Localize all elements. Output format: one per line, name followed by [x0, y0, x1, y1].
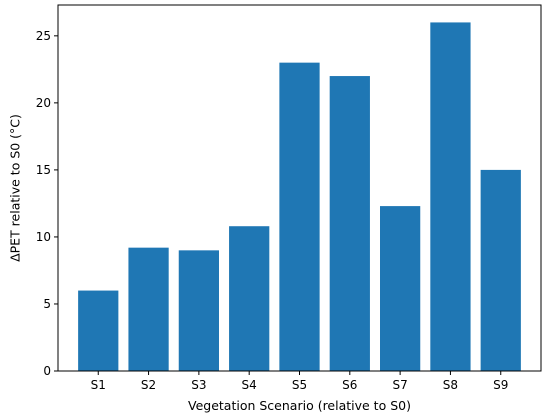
x-tick-label: S1 — [91, 378, 106, 392]
bar-s7 — [380, 206, 421, 371]
bar-s5 — [279, 62, 320, 372]
x-tick-label: S5 — [292, 378, 307, 392]
y-tick-label: 25 — [36, 29, 51, 43]
x-tick-label: S4 — [242, 378, 257, 392]
bar-s2 — [128, 247, 169, 371]
y-tick-label: 20 — [36, 96, 51, 110]
plot-frame — [57, 4, 542, 372]
y-tick-label: 10 — [36, 230, 51, 244]
x-tick-label: S2 — [141, 378, 156, 392]
y-axis-title: ΔPET relative to S0 (°C) — [8, 114, 23, 262]
x-axis: S1 S2 S3 S4 S5 S6 S7 S8 S9 — [91, 371, 508, 392]
x-axis-title: Vegetation Scenario (relative to S0) — [188, 398, 411, 413]
bar-s6 — [329, 76, 370, 372]
y-tick-label: 0 — [43, 364, 51, 378]
bars-group — [78, 22, 521, 372]
bar-s4 — [229, 226, 270, 371]
x-tick-label: S3 — [191, 378, 206, 392]
x-tick-label: S8 — [443, 378, 458, 392]
bar-s8 — [430, 22, 471, 372]
bar-s3 — [178, 250, 219, 371]
y-axis: 0 5 10 15 20 25 — [36, 29, 58, 378]
bar-s1 — [78, 290, 119, 371]
x-tick-label: S9 — [493, 378, 508, 392]
x-tick-label: S7 — [392, 378, 407, 392]
y-tick-label: 5 — [43, 297, 51, 311]
y-tick-label: 15 — [36, 163, 51, 177]
bar-s9 — [480, 169, 521, 371]
x-tick-label: S6 — [342, 378, 357, 392]
